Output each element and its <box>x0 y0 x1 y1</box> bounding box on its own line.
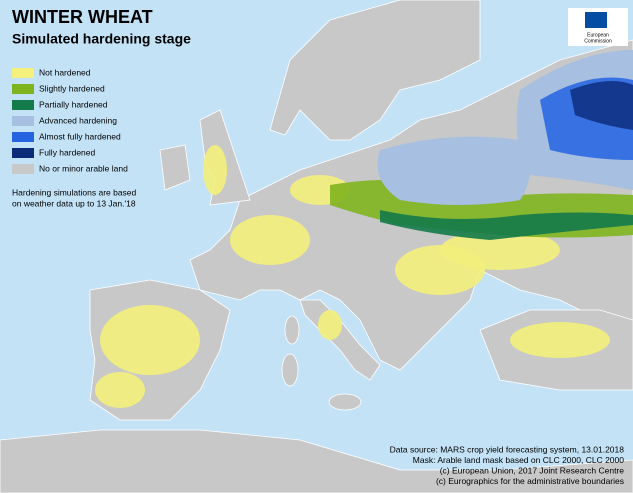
legend-label: Not hardened <box>39 67 91 77</box>
legend: Not hardened Slightly hardened Partially h… <box>12 67 128 174</box>
logo-text: European <box>587 32 609 38</box>
credit-line: Mask: Arable land mask based on CLC 2000… <box>413 455 624 465</box>
title: WINTER WHEAT <box>12 7 153 27</box>
note: Hardening simulations are based <box>12 187 137 197</box>
legend-label: Slightly hardened <box>39 83 105 93</box>
legend-swatch <box>12 148 34 158</box>
legend-swatch <box>12 116 34 126</box>
legend-swatch <box>12 100 34 110</box>
legend-label: Advanced hardening <box>39 115 117 125</box>
credit-line: (c) Eurographics for the administrative … <box>436 476 624 486</box>
legend-swatch <box>12 164 34 174</box>
note: on weather data up to 13 Jan.'18 <box>12 198 136 208</box>
legend-label: Partially hardened <box>39 99 108 109</box>
legend-label: Fully hardened <box>39 147 96 157</box>
subtitle: Simulated hardening stage <box>12 31 191 47</box>
hardening-pattern <box>95 50 633 408</box>
credit-line: Data source: MARS crop yield forecasting… <box>390 444 625 454</box>
logo-text: Commission <box>584 38 612 44</box>
logo-flag <box>585 12 607 28</box>
legend-label: No or minor arable land <box>39 163 128 173</box>
credit-line: (c) European Union, 2017 Joint Research … <box>440 465 625 475</box>
credits: Data source: MARS crop yield forecasting… <box>390 444 625 486</box>
legend-swatch <box>12 68 34 78</box>
legend-swatch <box>12 84 34 94</box>
legend-swatch <box>12 132 34 142</box>
legend-label: Almost fully hardened <box>39 131 121 141</box>
